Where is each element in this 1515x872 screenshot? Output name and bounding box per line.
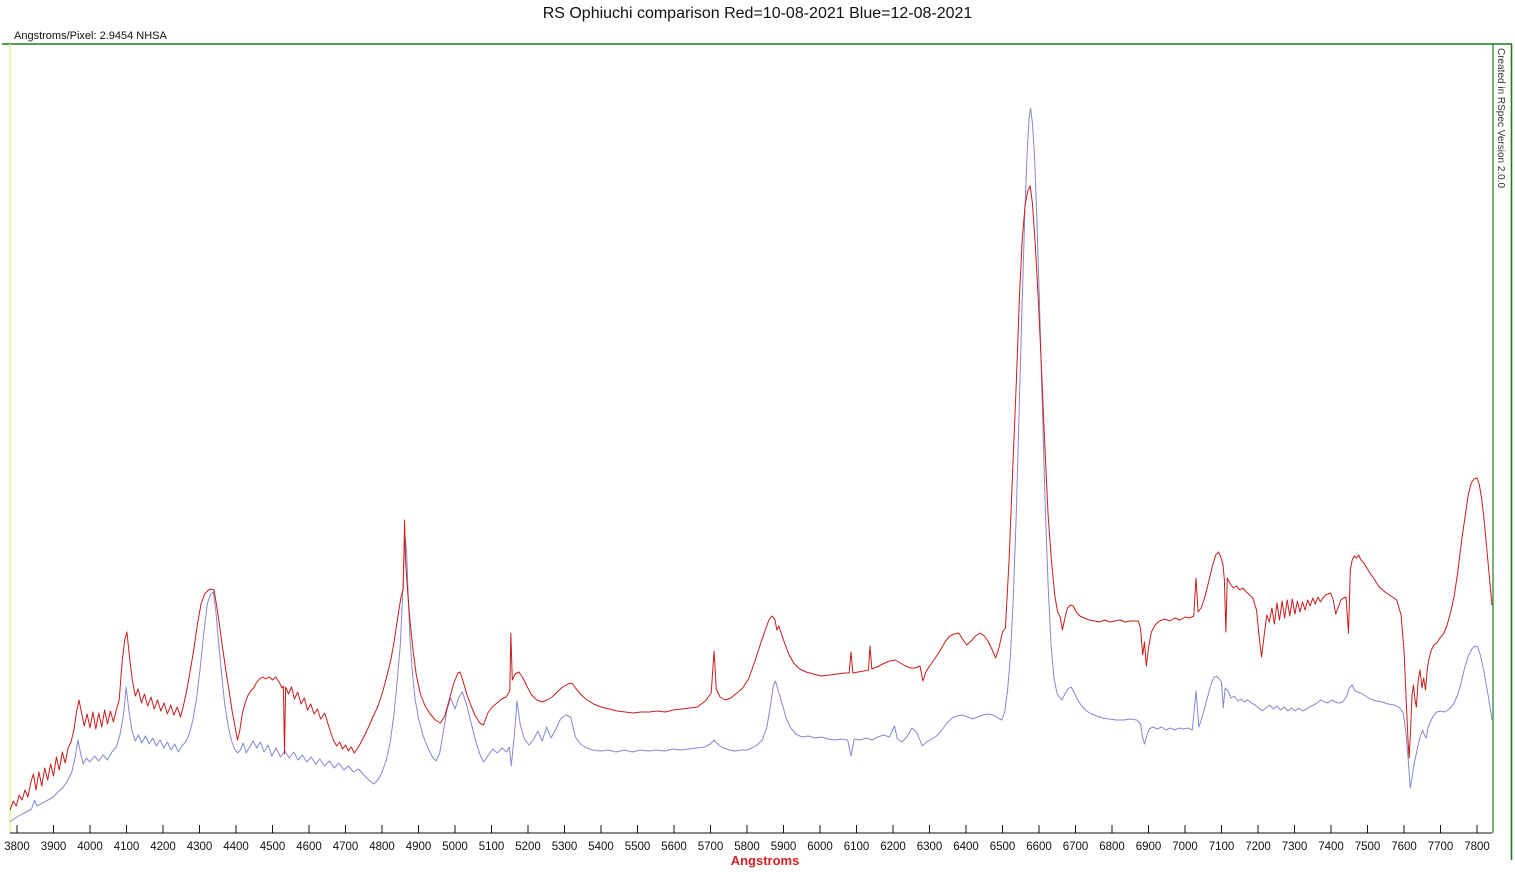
x-axis-tick-label: 5200 [515, 841, 541, 853]
x-axis-tick-label: 6000 [807, 841, 833, 853]
x-axis-tick-label: 4900 [406, 841, 432, 853]
x-axis-tick-label: 4300 [187, 841, 213, 853]
x-axis-tick-label: 5400 [588, 841, 614, 853]
x-axis-tick-label: 6500 [990, 841, 1016, 853]
x-axis-tick-label: 6700 [1063, 841, 1089, 853]
x-axis-tick-label: 6400 [953, 841, 979, 853]
rspec-version-label: Created in RSpec Version 2.0.0 [1495, 48, 1506, 189]
x-axis-tick-label: 7600 [1391, 841, 1417, 853]
x-axis-tick-label: 7100 [1209, 841, 1235, 853]
x-axis-tick-label: 3800 [4, 841, 30, 853]
x-axis-tick-label: 5700 [698, 841, 724, 853]
x-axis-tick-label: 6800 [1099, 841, 1125, 853]
x-axis-tick-label: 4400 [223, 841, 249, 853]
x-axis-tick-label: 3900 [41, 841, 67, 853]
x-axis-tick-label: 4600 [296, 841, 322, 853]
x-axis-tick-label: 5600 [661, 841, 687, 853]
x-axis-tick-label: 7700 [1428, 841, 1454, 853]
x-axis-tick-label: 4000 [77, 841, 103, 853]
x-axis-tick-label: 4500 [260, 841, 286, 853]
x-axis-tick-label: 7800 [1464, 841, 1490, 853]
angstroms-per-pixel-label: Angstroms/Pixel: 2.9454 NHSA [14, 30, 167, 42]
x-axis-tick-label: 5800 [734, 841, 760, 853]
x-axis-tick-label: 5900 [771, 841, 797, 853]
x-axis-tick-label: 6900 [1136, 841, 1162, 853]
x-axis-tick-label: 7500 [1355, 841, 1381, 853]
x-axis-tick-label: 6300 [917, 841, 943, 853]
x-axis-tick-label: 4200 [150, 841, 176, 853]
x-axis-tick-label: 5100 [479, 841, 505, 853]
x-axis-tick-label: 4800 [369, 841, 395, 853]
x-axis-title: Angstroms [730, 853, 800, 868]
x-axis-tick-label: 6100 [844, 841, 870, 853]
x-axis-tick-label: 5000 [442, 841, 468, 853]
x-axis-tick-label: 7300 [1282, 841, 1308, 853]
x-axis-tick-label: 7200 [1245, 841, 1271, 853]
blue-spectrum-line [9, 107, 1493, 823]
x-axis-tick-label: 4100 [114, 841, 140, 853]
x-axis-tick-label: 5500 [625, 841, 651, 853]
red-spectrum-line [9, 185, 1493, 811]
x-axis-tick-label: 7000 [1172, 841, 1198, 853]
x-axis-tick-label: 5300 [552, 841, 578, 853]
chart-title: RS Ophiuchi comparison Red=10-08-2021 Bl… [542, 5, 973, 22]
x-axis-tick-label: 7400 [1318, 841, 1344, 853]
x-axis-tick-label: 4700 [333, 841, 359, 853]
x-axis-tick-label: 6600 [1026, 841, 1052, 853]
x-axis-tick-label: 6200 [880, 841, 906, 853]
